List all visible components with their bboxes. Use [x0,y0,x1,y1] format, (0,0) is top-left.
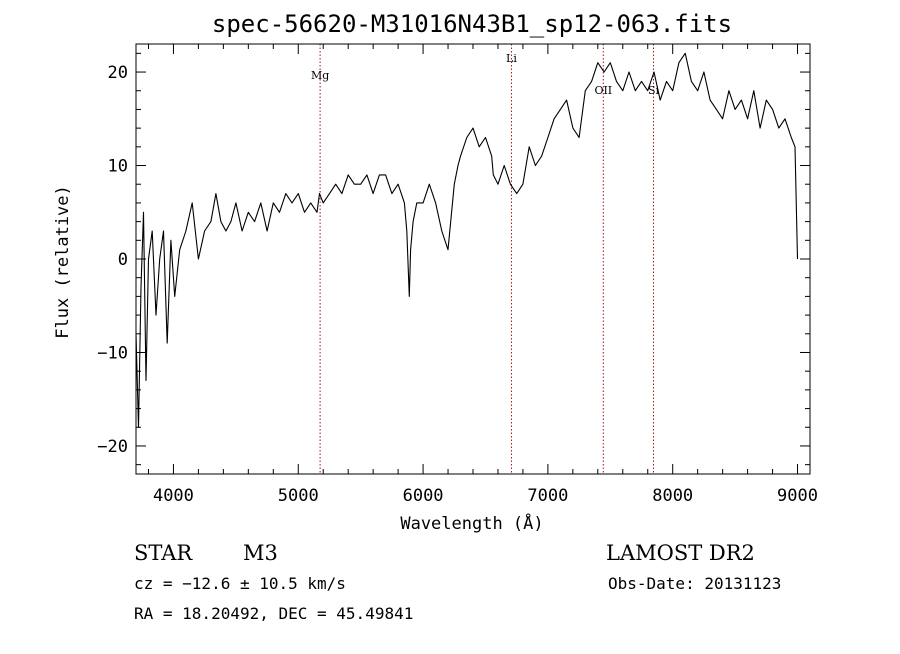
plot-frame [135,43,811,475]
x-tick-label: 6000 [403,486,444,506]
x-tick-label: 7000 [527,486,568,506]
star-subclass: M3 [243,541,278,565]
survey-name: LAMOST DR2 [606,541,755,565]
x-axis-label: Wavelength (Å) [400,512,543,534]
y-tick-label: 20 [108,63,128,83]
spectrum-series-line-0 [135,52,799,428]
axes: 4000 5000 6000 7000 8000 9000 −20 −10 0 10 20 [97,43,818,506]
x-tick-label: 9000 [777,486,818,506]
line-markers: Mg Li OII Si [311,44,660,474]
radec-text: RA = 18.20492, DEC = 45.49841 [134,604,413,623]
star-type: STAR [134,541,193,565]
y-tick-label: 0 [118,250,128,270]
x-tick-label: 4000 [153,486,194,506]
x-tick-label: 5000 [278,486,319,506]
line-marker-label-si: Si [648,84,660,97]
x-tick-label: 8000 [652,486,693,506]
redshift-text: cz = −12.6 ± 10.5 km/s [134,574,346,593]
y-tick-label: −10 [97,343,128,363]
line-marker-label-mg: Mg [311,69,329,82]
y-axis-label: Flux (relative) [53,185,73,339]
line-marker-label-oii: OII [594,84,612,97]
obs-date-text: Obs-Date: 20131123 [608,574,781,593]
line-marker-label-li: Li [506,52,517,65]
y-tick-label: 10 [108,157,128,177]
y-tick-label: −20 [97,437,128,457]
series-layer [135,52,799,428]
chart-title: spec-56620-M31016N43B1_sp12-063.fits [212,10,732,38]
